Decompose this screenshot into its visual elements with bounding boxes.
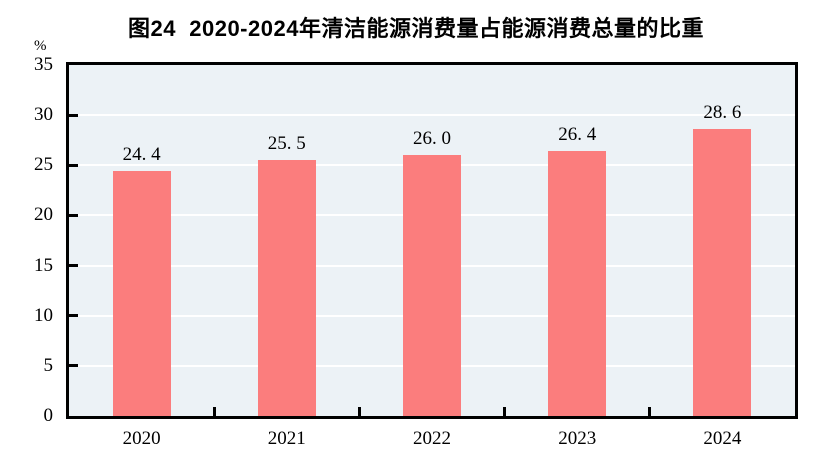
bar-2020 [112,171,171,416]
bar-2023 [548,151,607,416]
y-axis-tick-label: 5 [43,354,54,376]
y-axis-unit-label: % [34,38,47,54]
y-axis-tick-30 [69,113,78,117]
y-axis-tick-label: 10 [34,304,53,326]
y-axis-tick-label: 35 [34,54,53,75]
gridline-30 [69,114,795,117]
bar-value-label: 26. 0 [413,128,451,150]
y-axis-tick-label: 20 [34,204,53,226]
x-axis-boundary-tick [503,407,507,416]
x-axis-category-label: 2023 [558,428,597,449]
chart-title: 图24 2020-2024年清洁能源消费量占能源消费总量的比重 [128,16,704,41]
y-axis-tick-label: 15 [34,254,53,276]
y-axis-tick-label: 0 [43,405,54,426]
plot-area: 24. 4 25. 5 26. 0 26. 4 28. 6 [66,62,798,419]
bar-series-layer: 24. 4 25. 5 26. 0 26. 4 28. 6 [69,65,795,416]
bar-value-label: 24. 4 [122,144,161,166]
x-axis-boundary-tick [648,407,652,416]
x-axis-category-label: 2021 [267,428,306,449]
y-axis-tick-25 [69,163,78,167]
bar-value-label: 25. 5 [267,133,306,155]
x-axis-boundary-tick [357,407,361,416]
x-axis-category-label: 2020 [122,428,161,449]
y-axis-tick-20 [69,213,78,217]
axis-tick-layer [69,65,795,416]
x-axis-category-label: 2022 [413,428,451,449]
y-axis-tick-label: 30 [34,104,53,126]
y-axis-tick-label: 25 [34,154,53,176]
bar-value-label: 28. 6 [703,102,742,124]
bar-2021 [257,160,316,416]
x-axis-boundary-tick [212,407,216,416]
bar-value-label: 26. 4 [558,124,597,146]
bar-2022 [403,155,461,416]
bar-2024 [693,129,752,416]
y-axis-tick-15 [69,264,78,268]
y-axis-tick-10 [69,314,78,318]
y-axis-tick-5 [69,364,78,368]
x-axis-category-label: 2024 [703,428,742,449]
